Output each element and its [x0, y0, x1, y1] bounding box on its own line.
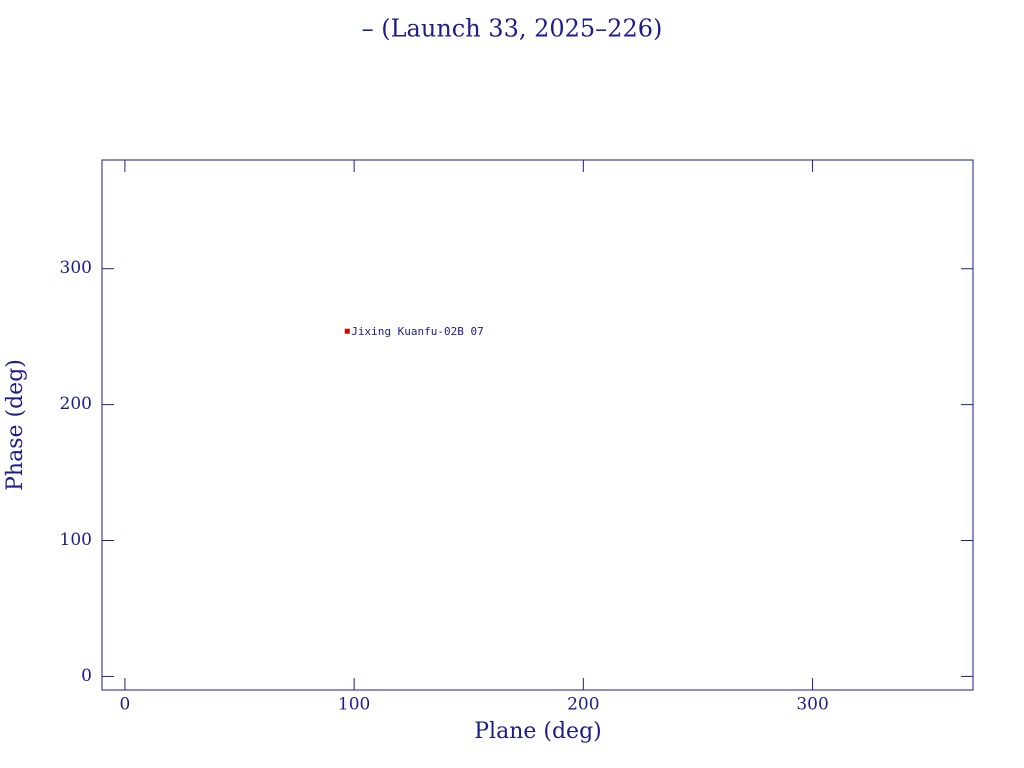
point [344, 328, 350, 334]
y-tick-label: 100 [60, 530, 92, 550]
x-tick-label: 200 [567, 695, 599, 715]
y-axis-title: Phase (deg) [3, 359, 28, 491]
x-axis-title: Plane (deg) [474, 719, 602, 744]
y-tick-label: 300 [60, 258, 92, 278]
y-tick-label: 0 [81, 666, 92, 686]
y-tick-label: 200 [60, 394, 92, 414]
x-tick-label: 300 [796, 695, 828, 715]
plot-frame [101, 159, 974, 691]
x-tick-label: 0 [120, 695, 131, 715]
x-tick-label: 100 [338, 695, 370, 715]
point-label: Jixing Kuanfu-02B 07 [351, 325, 483, 338]
chart-title: – (Launch 33, 2025–226) [362, 15, 663, 43]
